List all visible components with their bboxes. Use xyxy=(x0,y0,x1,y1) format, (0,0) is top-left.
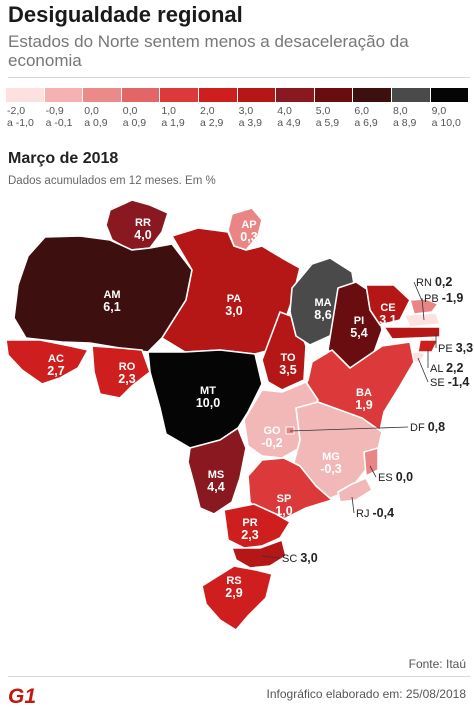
state-label-pe: PE 3,3 xyxy=(438,341,473,355)
state-ac xyxy=(5,339,89,385)
state-label-ms: MS 4,4 xyxy=(207,469,224,494)
state-label-ap: AP 0,3 xyxy=(240,219,257,244)
state-ro xyxy=(91,345,151,399)
legend-swatch xyxy=(353,88,391,102)
header-divider xyxy=(8,77,470,78)
state-sc xyxy=(231,539,287,569)
state-pe xyxy=(383,326,441,340)
state-label-ce: CE 3,1 xyxy=(379,302,396,327)
state-ce xyxy=(365,284,411,326)
legend-label: 0,0 a 0,9 xyxy=(84,105,108,129)
state-mg xyxy=(293,401,383,501)
leader-line xyxy=(289,426,409,432)
state-label-am: AM 6,1 xyxy=(103,289,120,314)
leader-line xyxy=(421,297,425,321)
state-label-sc: SC 3,0 xyxy=(282,551,318,565)
state-label-df: DF 0,8 xyxy=(410,420,445,434)
state-label-rn: RN 0,2 xyxy=(416,275,452,289)
svg-text:G1: G1 xyxy=(8,685,36,706)
state-am xyxy=(13,235,193,353)
legend-swatch xyxy=(430,88,469,102)
state-rs xyxy=(201,565,273,631)
legend-label: 0,0 a 0,9 xyxy=(122,105,147,129)
state-pr xyxy=(223,503,291,549)
state-label-mt: MT 10,0 xyxy=(196,385,220,410)
state-rn xyxy=(409,298,439,315)
legend-label: 1,0 a 1,9 xyxy=(161,105,185,129)
state-label-pi: PI 5,4 xyxy=(350,315,367,340)
state-label-to: TO 3,5 xyxy=(279,352,296,377)
leader-line xyxy=(351,496,355,514)
legend-label: 3,0 a 3,9 xyxy=(238,105,262,129)
state-label-ma: MA 8,6 xyxy=(314,297,331,322)
legend-swatch xyxy=(160,88,198,102)
state-label-al: AL 2,2 xyxy=(430,361,464,375)
state-label-rr: RR 4,0 xyxy=(134,217,151,242)
page-title: Desigualdade regional xyxy=(8,2,243,27)
color-legend: -2,0 a -1,0 -0,9 a -0,1 0,0 a 0,9 0,0 a 0,9 1,0 a… xyxy=(6,88,470,132)
leader-line xyxy=(413,281,423,302)
page-subtitle: Estados do Norte sentem menos a desacele… xyxy=(8,32,409,70)
legend-label: -0,9 a -0,1 xyxy=(45,105,73,129)
legend-swatch xyxy=(276,88,314,102)
leader-line xyxy=(417,357,429,383)
state-label-rs: RS 2,9 xyxy=(225,575,242,600)
leader-line xyxy=(369,465,377,478)
state-label-sp: SP 1,0 xyxy=(275,493,292,518)
state-label-pr: PR 2,3 xyxy=(241,517,258,542)
legend-swatch xyxy=(237,88,276,102)
source-text: Fonte: Itaú xyxy=(408,657,466,671)
state-label-rj: RJ -0,4 xyxy=(356,506,394,520)
state-es xyxy=(363,447,379,477)
state-label-mg: MG -0,3 xyxy=(320,451,342,476)
state-pb xyxy=(403,312,441,328)
legend-swatch xyxy=(121,88,160,102)
brazil-map: RR 4,0 AP 0,3 AM 6,1 PA 3,0 AC 2,7 RO 2,3 MT 10,0 TO 3,… xyxy=(5,199,473,631)
footer-divider xyxy=(8,676,470,677)
legend-label: 8,0 a 8,9 xyxy=(393,105,417,129)
legend-label: 9,0 a 10,0 xyxy=(431,105,461,129)
state-label-ba: BA 1,9 xyxy=(355,387,372,412)
legend-swatch xyxy=(6,88,44,102)
state-rr xyxy=(105,199,169,251)
state-rj xyxy=(337,477,373,503)
legend-label: 5,0 a 5,9 xyxy=(315,105,340,129)
state-label-pb: PB -1,9 xyxy=(424,291,463,305)
legend-swatch xyxy=(199,88,237,102)
state-label-ro: RO 2,3 xyxy=(118,361,135,386)
map-note: Dados acumulados em 12 meses. Em % xyxy=(8,175,216,187)
state-label-se: SE -1,4 xyxy=(430,375,469,389)
g1-logo: G1 xyxy=(8,685,36,706)
state-label-ac: AC 2,7 xyxy=(47,353,64,378)
leader-line xyxy=(261,555,281,559)
state-df xyxy=(285,426,295,435)
state-ms xyxy=(187,427,247,515)
state-label-pa: PA 3,0 xyxy=(225,293,242,318)
credit-text: Infográfico elaborado em: 25/08/2018 xyxy=(266,687,466,701)
legend-label: 6,0 a 6,9 xyxy=(354,105,378,129)
legend-swatch xyxy=(44,88,83,102)
legend-label: 4,0 a 4,9 xyxy=(277,105,301,129)
legend-swatch xyxy=(83,88,121,102)
legend-swatch xyxy=(314,88,353,102)
section-title: Março de 2018 xyxy=(8,150,119,167)
legend-label: -2,0 a -1,0 xyxy=(7,105,34,129)
state-label-go: GO -0,2 xyxy=(261,425,283,450)
state-al xyxy=(417,339,439,353)
state-label-es: ES 0,0 xyxy=(378,470,413,484)
legend-label: 2,0 a 2,9 xyxy=(200,105,224,129)
legend-swatch xyxy=(392,88,430,102)
